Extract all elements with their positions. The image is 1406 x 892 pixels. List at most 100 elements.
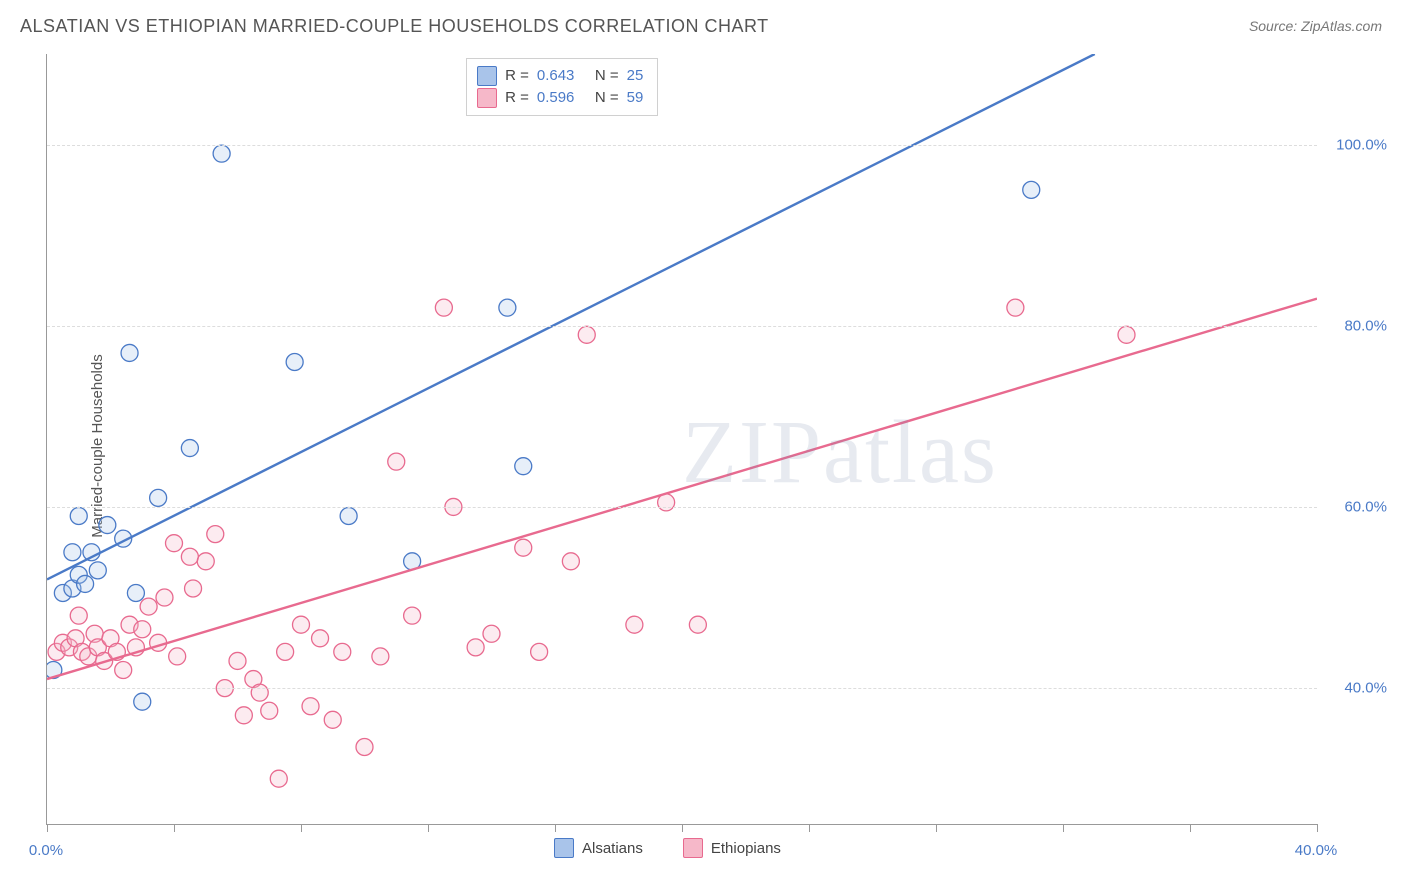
data-point (89, 562, 106, 579)
data-point (270, 770, 287, 787)
data-point (1118, 326, 1135, 343)
data-point (515, 458, 532, 475)
legend-r-value: 0.596 (537, 87, 575, 109)
data-point (689, 616, 706, 633)
data-point (1023, 181, 1040, 198)
data-point (372, 648, 389, 665)
x-tick (301, 824, 302, 832)
data-point (499, 299, 516, 316)
data-point (312, 630, 329, 647)
data-point (70, 607, 87, 624)
legend-r-value: 0.643 (537, 65, 575, 87)
x-tick (682, 824, 683, 832)
legend-row: R = 0.596 N = 59 (477, 87, 643, 109)
x-tick-label: 0.0% (29, 842, 63, 859)
legend-swatch (477, 88, 497, 108)
data-point (235, 707, 252, 724)
data-point (578, 326, 595, 343)
data-point (515, 539, 532, 556)
data-point (261, 702, 278, 719)
legend-row: R = 0.643 N = 25 (477, 65, 643, 87)
y-tick-label: 40.0% (1327, 680, 1387, 697)
correlation-legend: R = 0.643 N = 25R = 0.596 N = 59 (466, 58, 658, 116)
data-point (483, 625, 500, 642)
chart-title: ALSATIAN VS ETHIOPIAN MARRIED-COUPLE HOU… (20, 16, 769, 37)
legend-swatch (554, 838, 574, 858)
x-tick-label: 40.0% (1295, 842, 1338, 859)
data-point (388, 453, 405, 470)
data-point (166, 535, 183, 552)
regression-line (47, 54, 1095, 579)
data-point (356, 739, 373, 756)
data-point (77, 575, 94, 592)
x-tick (1317, 824, 1318, 832)
source-name: ZipAtlas.com (1301, 18, 1382, 34)
data-point (134, 621, 151, 638)
data-point (293, 616, 310, 633)
data-point (64, 544, 81, 561)
data-point (121, 344, 138, 361)
x-tick (174, 824, 175, 832)
series-legend: Alsatians Ethiopians (554, 838, 781, 858)
gridline-h (47, 507, 1317, 508)
data-point (324, 711, 341, 728)
data-point (181, 548, 198, 565)
legend-label: Ethiopians (711, 840, 781, 857)
x-tick (1063, 824, 1064, 832)
gridline-h (47, 688, 1317, 689)
chart-svg (47, 54, 1317, 824)
x-tick (936, 824, 937, 832)
data-point (286, 354, 303, 371)
data-point (140, 598, 157, 615)
data-point (70, 508, 87, 525)
x-tick (809, 824, 810, 832)
data-point (213, 145, 230, 162)
legend-n-value: 59 (627, 87, 644, 109)
legend-swatch (683, 838, 703, 858)
data-point (156, 589, 173, 606)
data-point (277, 643, 294, 660)
legend-item: Ethiopians (683, 838, 781, 858)
data-point (181, 440, 198, 457)
data-point (229, 652, 246, 669)
data-point (626, 616, 643, 633)
data-point (134, 693, 151, 710)
data-point (185, 580, 202, 597)
data-point (99, 517, 116, 534)
x-tick (1190, 824, 1191, 832)
y-tick-label: 80.0% (1327, 317, 1387, 334)
legend-r-label: R = (505, 87, 529, 109)
gridline-h (47, 326, 1317, 327)
data-point (1007, 299, 1024, 316)
data-point (531, 643, 548, 660)
legend-swatch (477, 66, 497, 86)
legend-item: Alsatians (554, 838, 643, 858)
chart-plot-area: ZIPatlas R = 0.643 N = 25R = 0.596 N = 5… (46, 54, 1317, 825)
source-prefix: Source: (1249, 18, 1301, 34)
legend-n-label: N = (582, 65, 618, 87)
legend-n-value: 25 (627, 65, 644, 87)
regression-line (47, 299, 1317, 679)
x-tick (555, 824, 556, 832)
data-point (467, 639, 484, 656)
data-point (150, 489, 167, 506)
data-point (435, 299, 452, 316)
y-tick-label: 100.0% (1327, 136, 1387, 153)
data-point (562, 553, 579, 570)
data-point (169, 648, 186, 665)
legend-n-label: N = (582, 87, 618, 109)
gridline-h (47, 145, 1317, 146)
data-point (302, 698, 319, 715)
data-point (404, 607, 421, 624)
data-point (127, 585, 144, 602)
data-point (251, 684, 268, 701)
data-point (340, 508, 357, 525)
data-point (334, 643, 351, 660)
y-tick-label: 60.0% (1327, 498, 1387, 515)
data-point (115, 662, 132, 679)
data-point (207, 526, 224, 543)
data-point (197, 553, 214, 570)
source-credit: Source: ZipAtlas.com (1249, 18, 1382, 34)
x-tick (47, 824, 48, 832)
legend-label: Alsatians (582, 840, 643, 857)
